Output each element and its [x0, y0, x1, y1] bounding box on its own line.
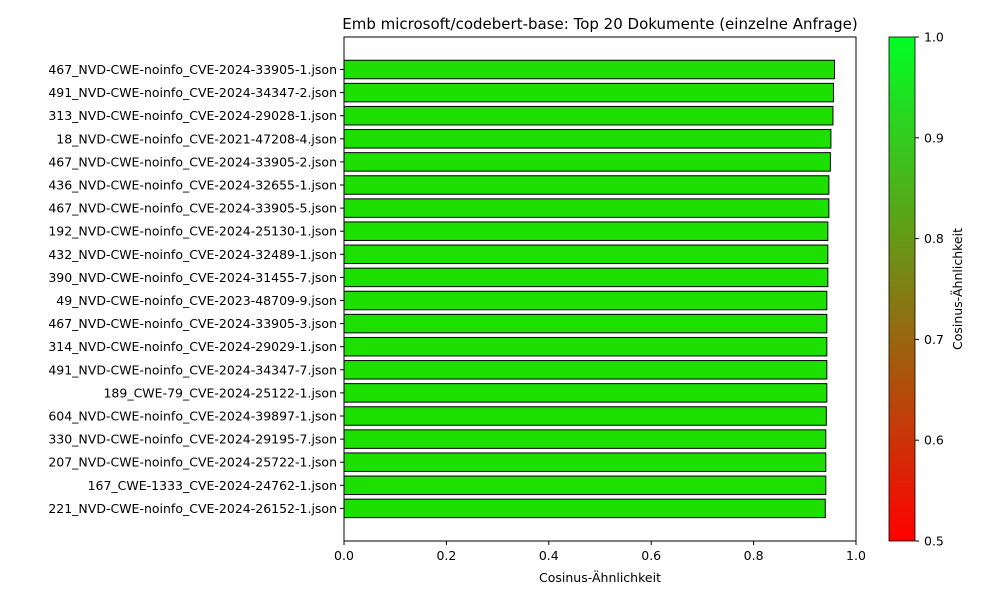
x-tick-label: 0.0	[334, 548, 354, 563]
colorbar: Cosinus-Ähnlichkeit 0.5 0.6 0.7 0.8 0.9 1.0	[888, 30, 965, 549]
x-tick-label: 1.0	[846, 548, 866, 563]
y-tick-label: 313_NVD-CWE-noinfo_CVE-2024-29028-1.json	[48, 108, 337, 123]
y-tick-label: 18_NVD-CWE-noinfo_CVE-2021-47208-4.json	[56, 131, 337, 146]
bar	[343, 336, 828, 357]
bar	[343, 452, 827, 472]
x-tick-label: 0.4	[539, 548, 559, 563]
colorbar-tick-label: 0.9	[924, 130, 944, 145]
bar	[343, 82, 834, 103]
plot-area: 467_NVD-CWE-noinfo_CVE-2024-33905-1.json…	[48, 59, 866, 563]
y-tick-label: 189_CWE-79_CVE-2024-25122-1.json	[103, 385, 337, 400]
bar	[343, 198, 830, 218]
bar	[343, 429, 827, 449]
bar	[343, 313, 828, 334]
x-tick-label: 0.6	[641, 548, 661, 563]
y-tick-label: 390_NVD-CWE-noinfo_CVE-2024-31455-7.json	[48, 270, 337, 285]
colorbar-tick-label: 0.7	[924, 332, 944, 347]
bar	[343, 221, 829, 241]
y-tick-label: 207_NVD-CWE-noinfo_CVE-2024-25722-1.json	[48, 455, 337, 470]
bar	[343, 267, 829, 288]
bar	[343, 59, 835, 80]
bar	[343, 475, 827, 496]
y-tick-label: 604_NVD-CWE-noinfo_CVE-2024-39897-1.json	[48, 409, 337, 424]
x-tick-label: 0.8	[744, 548, 764, 563]
colorbar-gradient	[888, 36, 916, 542]
bar	[343, 152, 831, 172]
colorbar-tick-label: 0.6	[924, 433, 944, 448]
y-tick-label: 330_NVD-CWE-noinfo_CVE-2024-29195-7.json	[48, 432, 337, 447]
x-axis-label: Cosinus-Ähnlichkeit	[539, 570, 661, 585]
bar	[343, 498, 826, 519]
y-tick-label: 467_NVD-CWE-noinfo_CVE-2024-33905-2.json	[48, 154, 337, 169]
y-tick-label: 436_NVD-CWE-noinfo_CVE-2024-32655-1.json	[48, 178, 337, 193]
y-tick-label: 491_NVD-CWE-noinfo_CVE-2024-34347-7.json	[48, 362, 337, 377]
x-tick-label: 0.2	[436, 548, 456, 563]
y-tick-label: 491_NVD-CWE-noinfo_CVE-2024-34347-2.json	[48, 85, 337, 100]
y-tick-label: 467_NVD-CWE-noinfo_CVE-2024-33905-1.json	[48, 62, 337, 77]
y-tick-label: 314_NVD-CWE-noinfo_CVE-2024-29029-1.json	[48, 339, 337, 354]
y-tick-label: 192_NVD-CWE-noinfo_CVE-2024-25130-1.json	[48, 224, 337, 239]
bar	[343, 244, 829, 265]
y-tick-label: 432_NVD-CWE-noinfo_CVE-2024-32489-1.json	[48, 247, 337, 262]
chart-title: Emb microsoft/codebert-base: Top 20 Doku…	[342, 15, 858, 33]
colorbar-tick-label: 0.8	[924, 231, 944, 246]
bar	[343, 383, 828, 403]
bar	[343, 129, 832, 149]
y-tick-label: 49_NVD-CWE-noinfo_CVE-2023-48709-9.json	[56, 293, 337, 308]
colorbar-tick-label: 1.0	[924, 30, 944, 45]
colorbar-label: Cosinus-Ähnlichkeit	[950, 228, 965, 350]
bar	[343, 105, 834, 126]
bar	[343, 175, 830, 195]
y-tick-label: 467_NVD-CWE-noinfo_CVE-2024-33905-3.json	[48, 316, 337, 331]
y-tick-label: 467_NVD-CWE-noinfo_CVE-2024-33905-5.json	[48, 201, 337, 216]
y-tick-label: 167_CWE-1333_CVE-2024-24762-1.json	[88, 478, 337, 493]
colorbar-tick-label: 0.5	[924, 534, 944, 549]
bar	[343, 290, 828, 311]
bar	[343, 406, 827, 426]
bar	[343, 360, 828, 380]
y-tick-label: 221_NVD-CWE-noinfo_CVE-2024-26152-1.json	[48, 501, 337, 516]
plot-frame	[343, 36, 857, 542]
